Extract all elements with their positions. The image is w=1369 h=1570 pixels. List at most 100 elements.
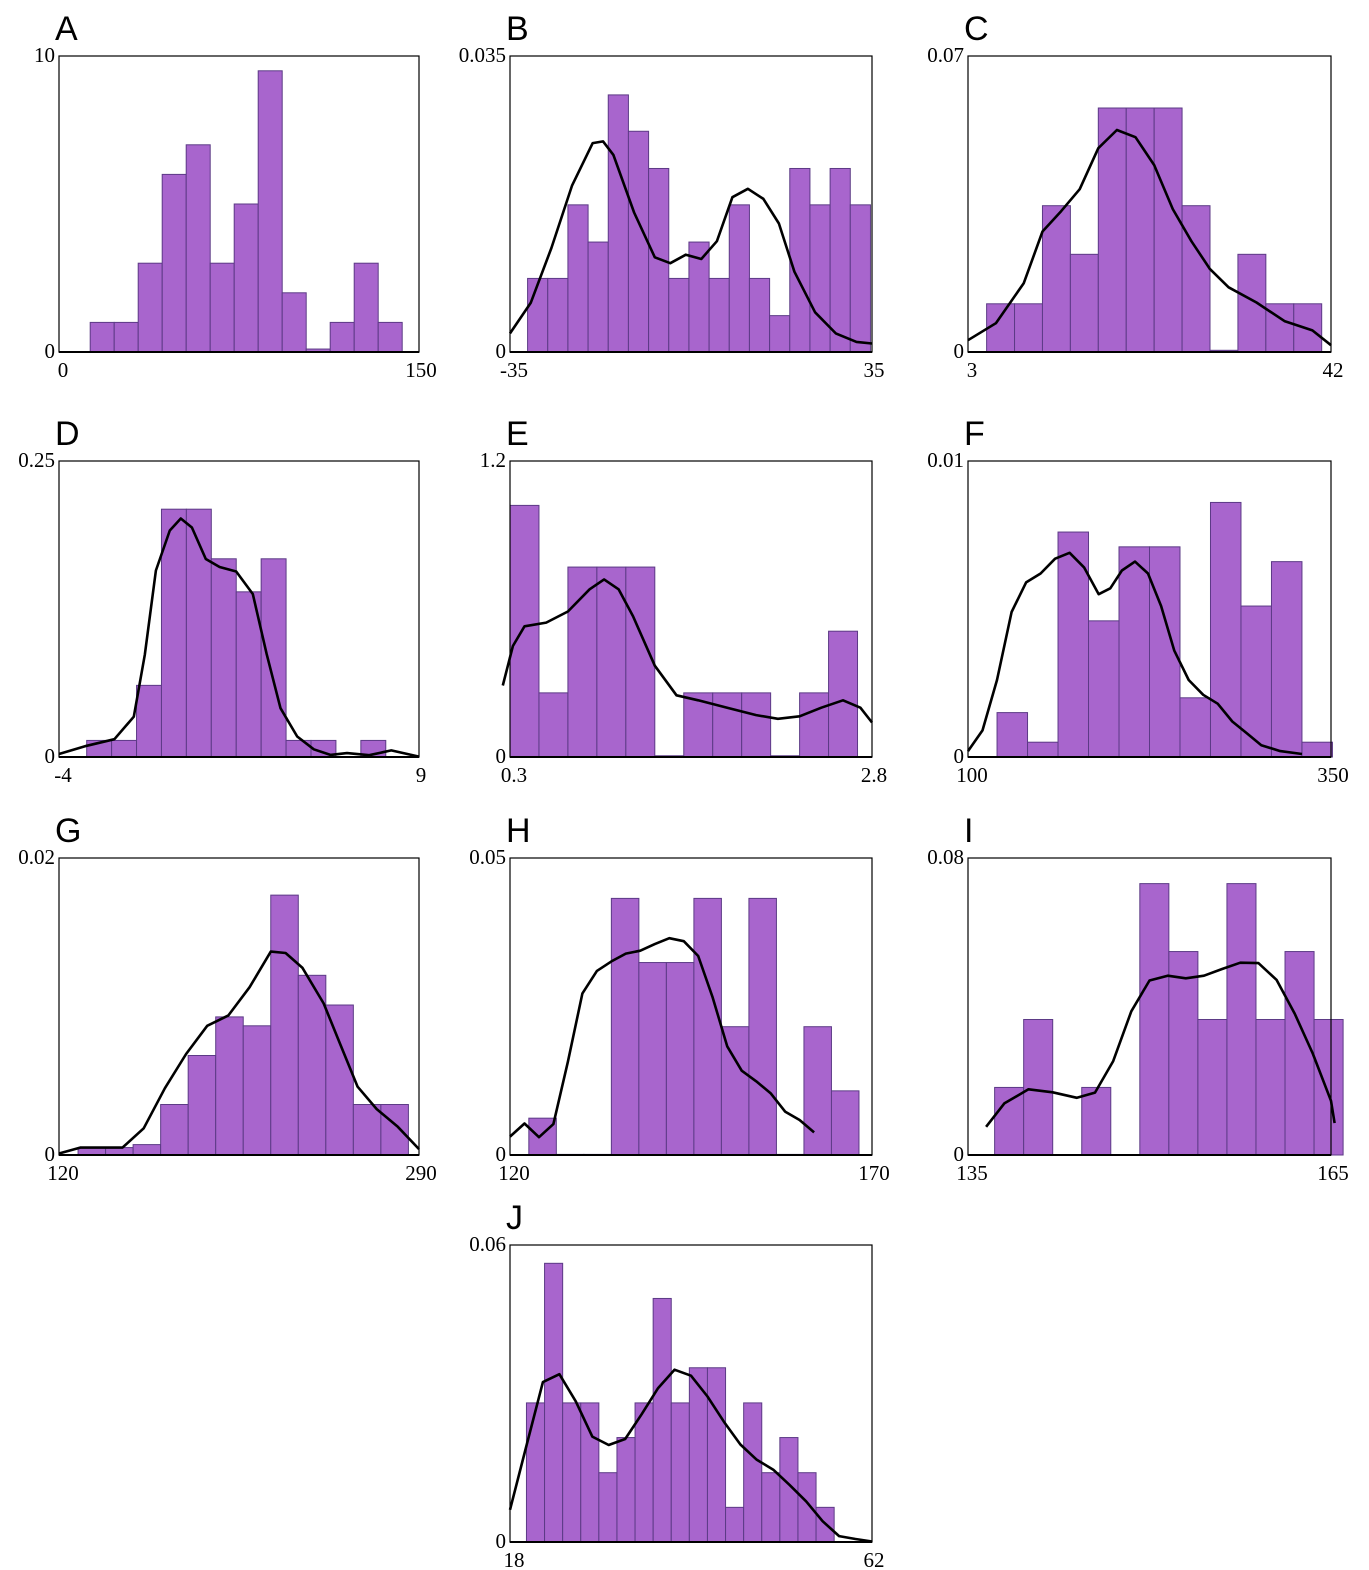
panel-a: A10 00 150 bbox=[34, 10, 437, 382]
density-curve bbox=[58, 950, 420, 1155]
histogram-bar bbox=[233, 203, 259, 353]
density-curve bbox=[985, 961, 1336, 1128]
histogram-bar bbox=[720, 1026, 750, 1156]
histogram-bar bbox=[769, 315, 791, 353]
histogram-bar bbox=[799, 692, 830, 758]
histogram-bar bbox=[797, 1472, 817, 1543]
histogram-bar bbox=[652, 1297, 672, 1543]
histogram-bar bbox=[257, 70, 283, 353]
histogram-bar bbox=[829, 167, 851, 353]
x-tick-min: 0.3 bbox=[501, 763, 527, 787]
y-tick-min: 0 bbox=[45, 339, 56, 363]
density-curve bbox=[501, 578, 874, 724]
y-tick-max: 1.2 bbox=[480, 448, 506, 472]
x-tick-min: 3 bbox=[967, 358, 978, 382]
panel-j: J0.06 018 62 bbox=[469, 1199, 884, 1570]
histogram-bar bbox=[547, 277, 569, 353]
histogram-bar bbox=[1153, 107, 1183, 353]
histogram-bar bbox=[610, 897, 640, 1156]
y-tick-min: 0 bbox=[45, 1142, 56, 1166]
y-tick-max: 0.08 bbox=[927, 845, 964, 869]
histogram-bar bbox=[538, 692, 569, 758]
histogram-bar bbox=[849, 204, 871, 353]
histogram-bar bbox=[260, 558, 287, 758]
panel-label: B bbox=[506, 10, 529, 48]
histogram-bar bbox=[562, 1402, 582, 1543]
histogram-bar bbox=[616, 1437, 636, 1543]
histogram-bar bbox=[527, 277, 549, 353]
histogram-bar bbox=[1197, 1018, 1228, 1156]
histogram-bar bbox=[665, 962, 695, 1156]
histogram-bar bbox=[728, 204, 750, 353]
histogram-bar bbox=[743, 1402, 763, 1543]
histogram-bar bbox=[625, 566, 656, 758]
histogram-bar bbox=[712, 692, 743, 758]
histogram-bar bbox=[1179, 697, 1211, 758]
histogram-bar bbox=[748, 897, 777, 1156]
y-tick-max: 0.25 bbox=[18, 448, 55, 472]
density-curve bbox=[966, 551, 1303, 756]
histogram-bar bbox=[185, 144, 211, 353]
histogram-bar bbox=[627, 130, 650, 353]
histogram-bar bbox=[1023, 1018, 1054, 1156]
histogram-bar bbox=[567, 204, 589, 353]
x-tick-max: 150 bbox=[405, 358, 437, 382]
histogram-bar bbox=[160, 1104, 189, 1156]
y-tick-max: 0.01 bbox=[927, 448, 964, 472]
x-tick-min: 0 bbox=[58, 358, 69, 382]
panel-d: D0.25 0-4 9 bbox=[18, 415, 426, 787]
histogram-bar bbox=[352, 1104, 382, 1156]
histogram-bar bbox=[1027, 741, 1059, 758]
x-tick-max: 2.8 bbox=[861, 763, 887, 787]
histogram-bar bbox=[1301, 741, 1333, 758]
histogram-bar bbox=[325, 1004, 354, 1156]
panel-label: J bbox=[506, 1199, 523, 1237]
histogram-bar bbox=[607, 94, 629, 353]
histogram-bar bbox=[1240, 605, 1272, 758]
histogram-bar bbox=[580, 1402, 600, 1543]
x-tick-max: 9 bbox=[416, 763, 427, 787]
panel-b: B0.035 0-35 35 bbox=[459, 10, 885, 382]
y-tick-min: 0 bbox=[954, 1142, 965, 1166]
y-tick-min: 0 bbox=[954, 744, 965, 768]
histogram-bar bbox=[509, 504, 540, 758]
histogram-bar bbox=[1313, 1018, 1344, 1156]
x-tick-max: 35 bbox=[864, 358, 885, 382]
x-tick-max: 290 bbox=[405, 1161, 437, 1185]
histogram-bar bbox=[329, 321, 355, 353]
histogram-bar bbox=[741, 692, 772, 758]
y-tick-max: 0.07 bbox=[927, 43, 964, 67]
histogram-bar bbox=[803, 1026, 832, 1156]
panel-e: E1.2 00.3 2.8 bbox=[480, 415, 887, 787]
density-curve bbox=[508, 140, 873, 345]
y-tick-max: 0.035 bbox=[459, 43, 506, 67]
histogram-bar bbox=[1088, 620, 1120, 758]
histogram-bar bbox=[113, 321, 139, 353]
y-tick-min: 0 bbox=[496, 744, 507, 768]
histogram-bar bbox=[89, 321, 115, 353]
histogram-bar bbox=[1168, 951, 1199, 1156]
panel-c: C0.07 03 42 bbox=[927, 10, 1343, 382]
x-tick-min: 135 bbox=[956, 1161, 988, 1185]
histogram-bar bbox=[809, 204, 831, 353]
histogram-bar bbox=[1014, 303, 1043, 353]
histogram-bar bbox=[587, 241, 609, 353]
panel-label: A bbox=[55, 10, 78, 48]
histogram-bar bbox=[161, 173, 187, 353]
histogram-bar bbox=[693, 897, 722, 1156]
histogram-bar bbox=[638, 962, 667, 1156]
histogram-bar bbox=[297, 974, 327, 1156]
histogram-bar bbox=[209, 262, 235, 353]
x-tick-min: 120 bbox=[498, 1161, 530, 1185]
density-curve bbox=[58, 517, 420, 758]
histogram-bar bbox=[281, 292, 307, 353]
histogram-bar bbox=[185, 508, 212, 758]
histogram-bar bbox=[668, 277, 690, 353]
panel-label: H bbox=[506, 812, 531, 850]
x-tick-min: 100 bbox=[956, 763, 988, 787]
x-tick-max: 350 bbox=[1317, 763, 1349, 787]
